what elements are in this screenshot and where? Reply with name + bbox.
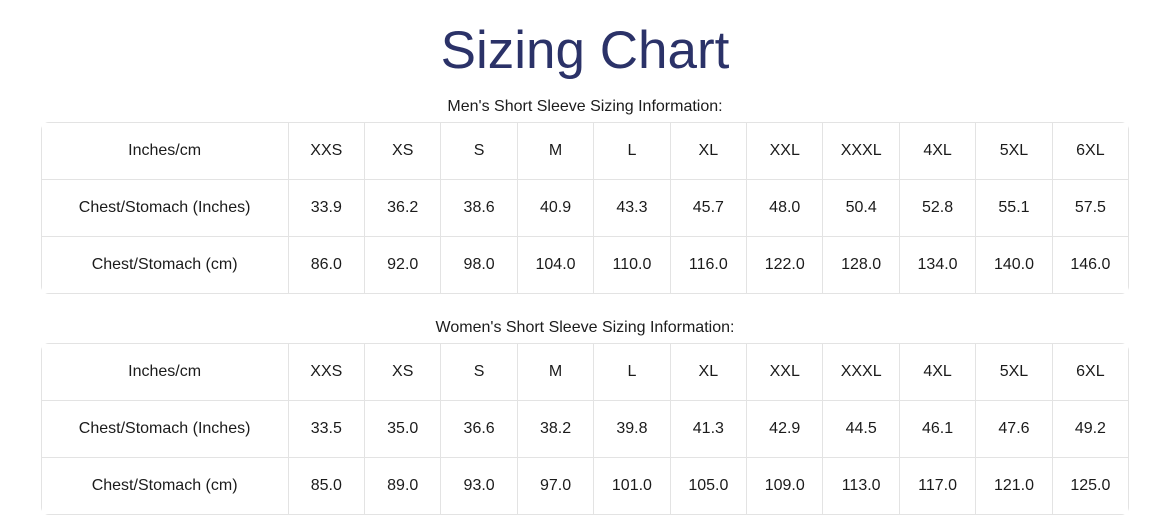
svg-text:Sizing Chart: Sizing Chart	[441, 21, 730, 80]
